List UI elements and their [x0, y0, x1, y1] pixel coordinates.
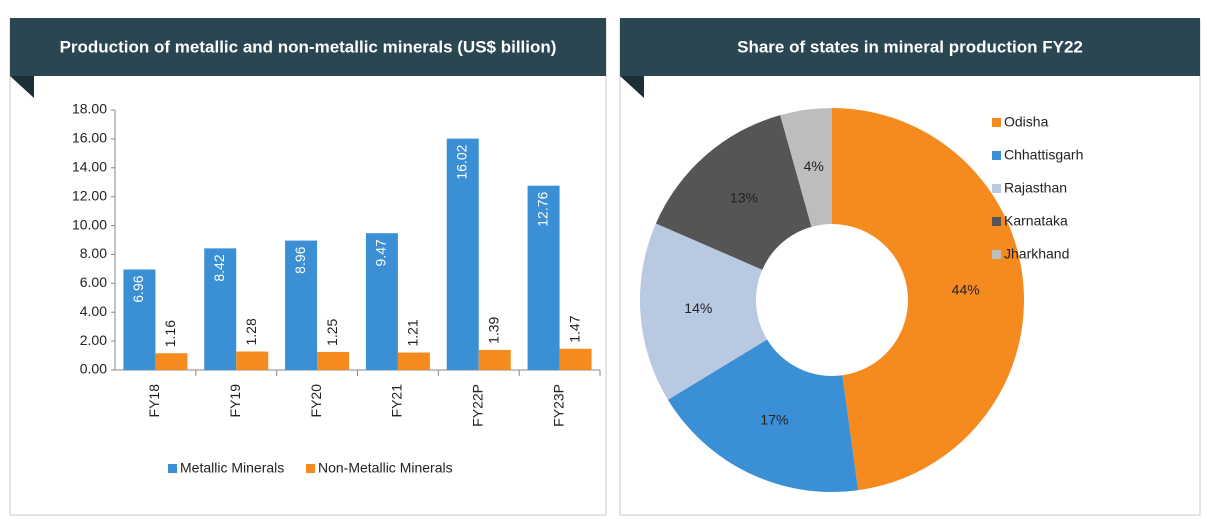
y-tick-label: 14.00	[72, 158, 107, 174]
bar	[155, 353, 188, 370]
bar	[478, 349, 511, 370]
legend-swatch	[306, 464, 315, 473]
header-fold	[10, 76, 34, 98]
data-label: 6.96	[130, 275, 146, 302]
data-label: 1.28	[243, 318, 259, 345]
bar	[446, 138, 479, 370]
left-header	[10, 18, 606, 76]
legend-label: Rajasthan	[1004, 180, 1067, 196]
data-label: 1.16	[162, 320, 178, 347]
bar	[285, 240, 318, 370]
legend-label: Odisha	[1004, 114, 1049, 130]
data-label: 16.02	[453, 144, 469, 179]
header-fold	[620, 76, 644, 98]
bar	[236, 351, 269, 370]
bar	[365, 233, 398, 370]
bar	[559, 348, 592, 370]
y-tick-label: 12.00	[72, 187, 107, 203]
legend-label: Non-Metallic Minerals	[318, 460, 453, 476]
x-tick-label: FY20	[308, 384, 324, 418]
data-label: 13%	[730, 190, 758, 206]
data-label: 12.76	[534, 191, 550, 226]
x-tick-label: FY19	[227, 384, 243, 418]
data-label: 4%	[804, 158, 824, 174]
data-label: 9.47	[373, 239, 389, 266]
x-tick-label: FY18	[146, 384, 162, 418]
legend-label: Chhattisgarh	[1004, 147, 1083, 163]
data-label: 14%	[684, 300, 712, 316]
right-header	[620, 18, 1200, 76]
bar	[123, 269, 156, 370]
data-label: 8.96	[292, 246, 308, 273]
y-tick-label: 10.00	[72, 216, 107, 232]
legend-label: Karnataka	[1004, 213, 1068, 229]
donut-slice	[667, 339, 859, 492]
bar	[397, 352, 430, 370]
data-label: 1.25	[324, 318, 340, 345]
data-label: 1.47	[566, 315, 582, 342]
y-tick-label: 2.00	[80, 332, 107, 348]
donut-slice	[640, 223, 768, 400]
donut-slice	[655, 115, 812, 270]
donut-slice	[832, 108, 1024, 491]
x-tick-label: FY21	[389, 384, 405, 418]
x-tick-label: FY22P	[469, 384, 485, 427]
bar	[527, 185, 560, 370]
legend-label: Metallic Minerals	[180, 460, 284, 476]
legend-swatch	[992, 118, 1001, 127]
legend-swatch	[992, 217, 1001, 226]
x-tick-label: FY23P	[550, 384, 566, 427]
bar	[317, 351, 350, 370]
y-tick-label: 6.00	[80, 274, 107, 290]
data-label: 17%	[760, 412, 788, 428]
donut-slice	[780, 108, 832, 227]
chart-title: Production of metallic and non-metallic …	[60, 37, 557, 56]
y-tick-label: 18.00	[72, 101, 107, 117]
legend-swatch	[992, 151, 1001, 160]
data-label: 8.42	[211, 254, 227, 281]
legend-swatch	[168, 464, 177, 473]
chart-title: Share of states in mineral production FY…	[737, 37, 1083, 56]
legend-label: Jharkhand	[1004, 246, 1069, 262]
data-label: 44%	[952, 282, 980, 298]
y-tick-label: 16.00	[72, 130, 107, 146]
legend-swatch	[992, 184, 1001, 193]
y-tick-label: 8.00	[80, 245, 107, 261]
data-label: 1.21	[405, 319, 421, 346]
y-tick-label: 0.00	[80, 361, 107, 377]
bar	[204, 248, 237, 370]
y-tick-label: 4.00	[80, 303, 107, 319]
legend-swatch	[992, 250, 1001, 259]
data-label: 1.39	[485, 316, 501, 343]
